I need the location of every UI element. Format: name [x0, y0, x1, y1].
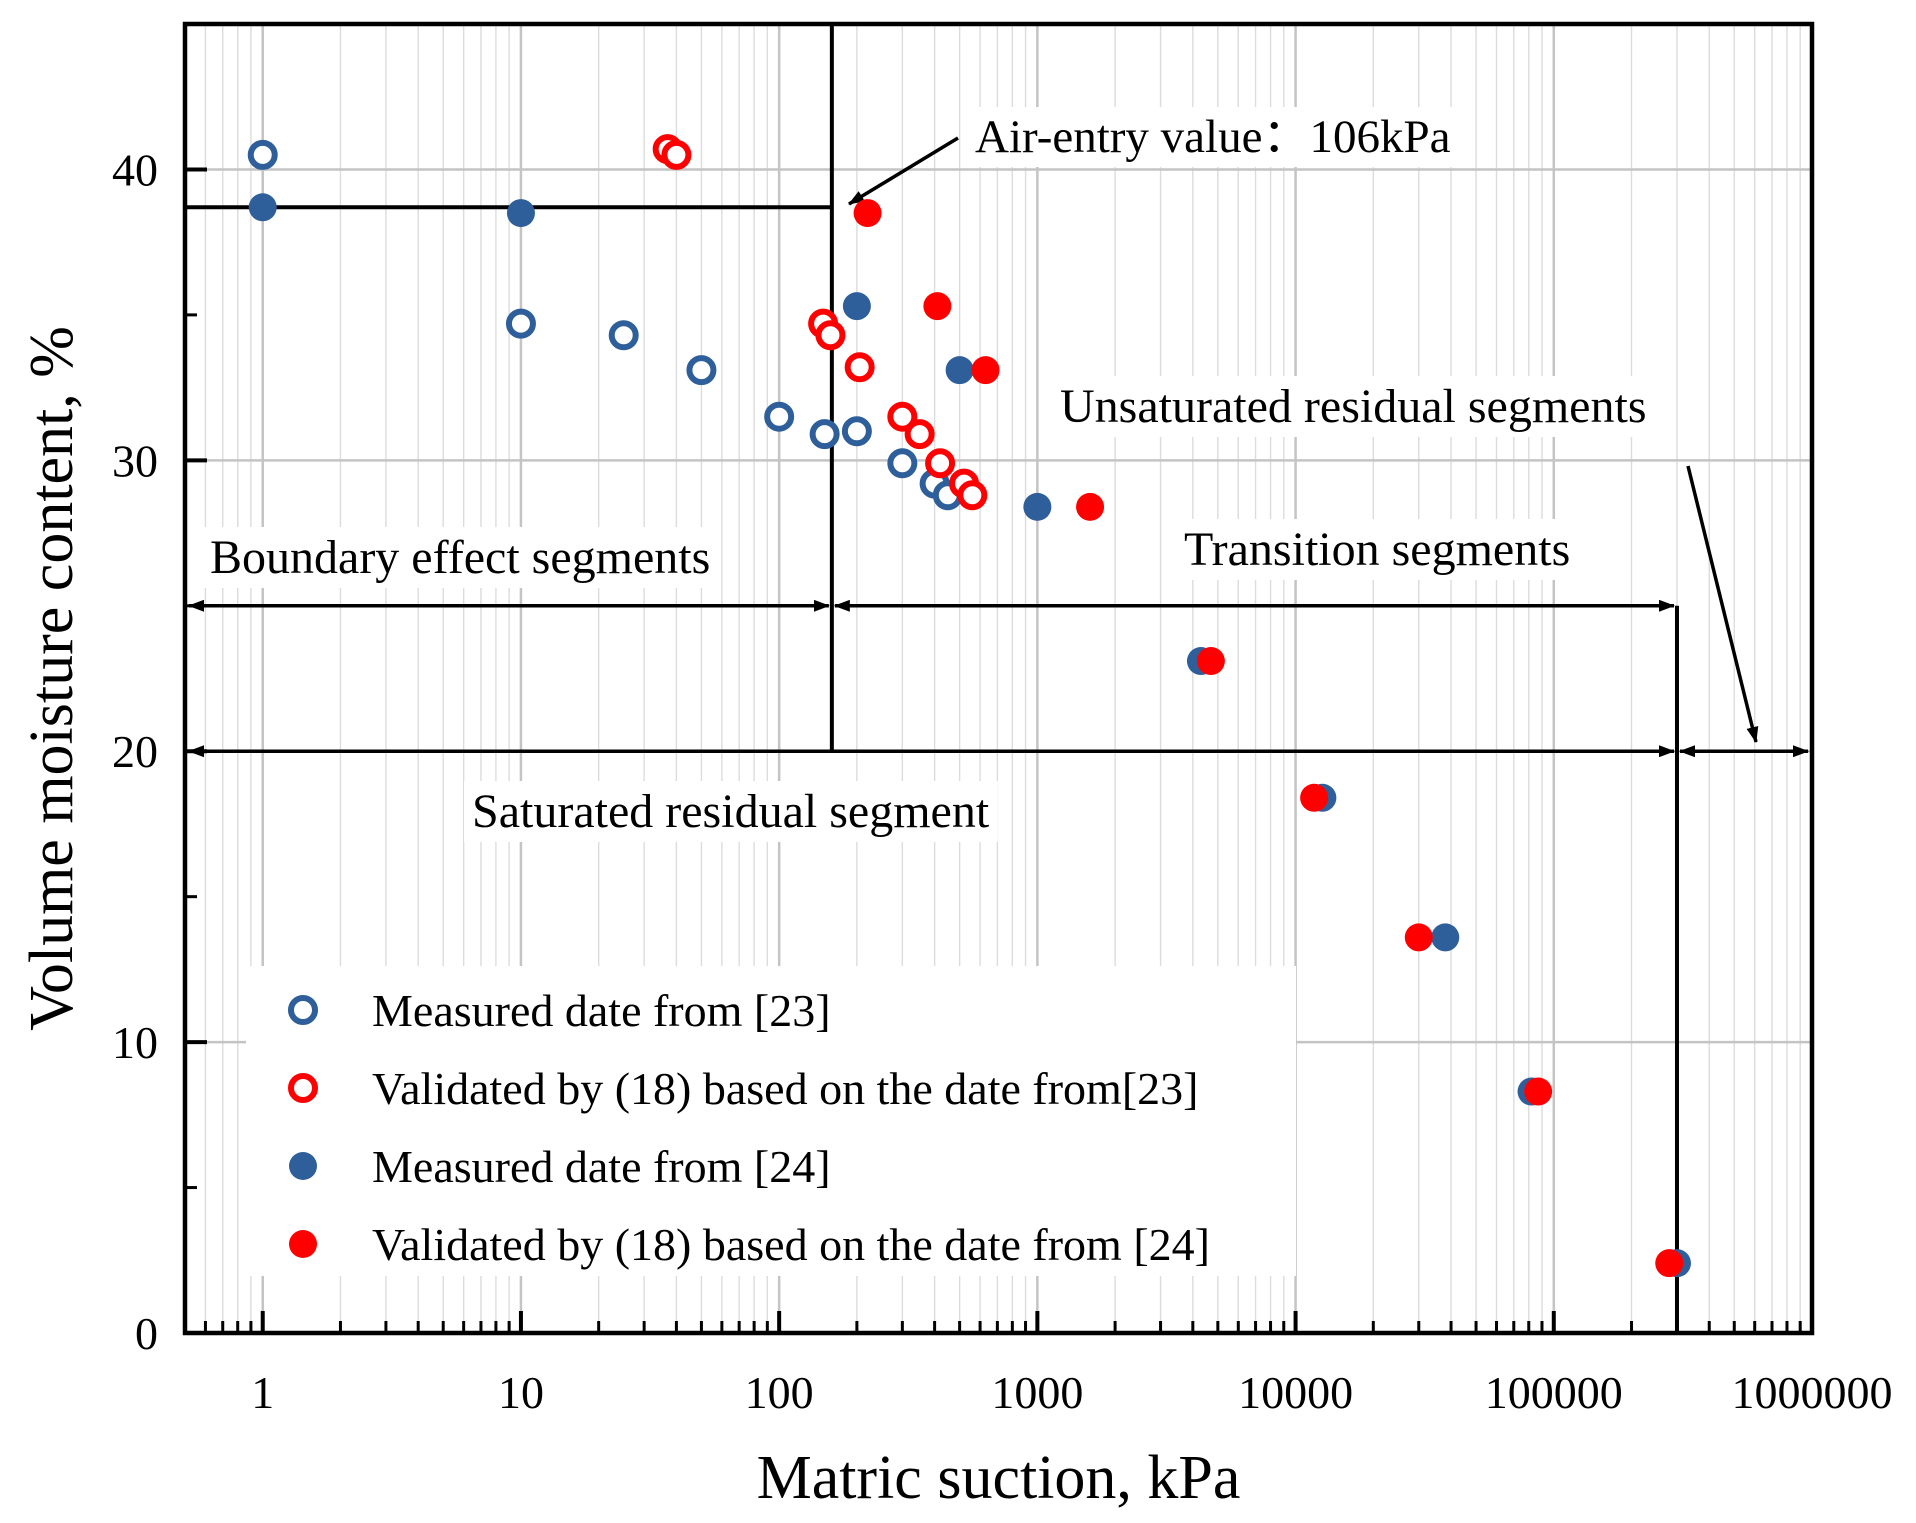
legend-label-0: Measured date from [23] [372, 985, 831, 1036]
data-point-s3-0 [853, 199, 882, 228]
boundary-effect-label: Boundary effect segments [210, 531, 710, 584]
data-point-s0-6 [841, 416, 872, 447]
x-tick-label: 1000000 [1732, 1367, 1893, 1418]
data-point-s3-3 [1076, 492, 1105, 521]
reference-lines [185, 24, 1809, 1333]
data-point-s2-1 [506, 199, 535, 228]
saturated-residual-label-background [464, 781, 998, 842]
y-tick-label: 30 [112, 435, 158, 486]
data-point-s0-4 [764, 401, 795, 432]
data-point-s1-6 [904, 419, 935, 450]
legend-box [246, 966, 1296, 1276]
x-axis-title: Matric suction, kPa [757, 1444, 1241, 1512]
y-tick-label: 20 [112, 726, 158, 777]
data-point-s2-0 [248, 193, 277, 222]
unsaturated-residual-label-background [1052, 376, 1655, 437]
data-point-s3-5 [1300, 783, 1329, 812]
legend-label-2: Measured date from [24] [372, 1141, 831, 1192]
data-point-s0-3 [686, 355, 717, 386]
data-point-s1-3 [815, 320, 846, 351]
air-entry-pointer-arrow [848, 136, 959, 206]
data-point-s0-1 [505, 308, 536, 339]
transition-label: Transition segments [1184, 523, 1570, 576]
air-entry-label-background [967, 107, 1459, 167]
unsaturated-residual-label: Unsaturated residual segments [1060, 380, 1647, 433]
legend-label-1: Validated by (18) based on the date from… [372, 1063, 1198, 1114]
x-tick-label: 100000 [1485, 1367, 1623, 1418]
transition-label-background [1176, 519, 1579, 580]
data-point-s3-1 [923, 292, 952, 321]
x-tick-label: 1 [251, 1367, 274, 1418]
y-tick-label: 40 [112, 144, 158, 195]
unsaturated-pointer-arrow [1686, 465, 1759, 743]
legend-marker-2 [289, 1152, 317, 1180]
data-point-s1-9 [957, 480, 988, 511]
legend-marker-3 [289, 1230, 317, 1258]
data-point-s3-6 [1404, 923, 1433, 952]
air-entry-label: Air-entry value：106kPa [975, 111, 1451, 163]
data-point-s0-5 [809, 419, 840, 450]
data-point-s2-2 [842, 292, 871, 321]
legend-marker-1 [288, 1073, 318, 1103]
data-point-s3-7 [1524, 1077, 1553, 1106]
data-point-s3-8 [1655, 1249, 1684, 1278]
data-point-s2-7 [1431, 923, 1460, 952]
saturated-residual-label: Saturated residual segment [472, 785, 990, 838]
axes: 1 10 100 1000 10000 100000 1000000 0 10 20 30 40 Mat… [18, 21, 1893, 1512]
data-point-s3-4 [1196, 647, 1225, 676]
data-point-s0-2 [608, 320, 639, 351]
x-tick-label: 10000 [1238, 1367, 1353, 1418]
boundary-effect-label-background [202, 527, 719, 588]
data-point-s1-4 [844, 352, 875, 383]
y-axis-title: Volume moisture content, % [18, 326, 86, 1031]
legend-marker-0 [288, 995, 318, 1025]
x-tick-label: 100 [745, 1367, 814, 1418]
x-tick-label: 10 [498, 1367, 544, 1418]
data-point-s2-3 [945, 356, 974, 385]
legend: Measured date from [23] Validated by (18)… [246, 966, 1296, 1276]
legend-label-3: Validated by (18) based on the date from… [372, 1219, 1210, 1270]
x-tick-label: 1000 [991, 1367, 1083, 1418]
annotations: Air-entry value：106kPa Boundary effect se… [202, 107, 1759, 842]
data-point-s0-7 [887, 448, 918, 479]
data-points [247, 134, 1691, 1278]
data-point-s1-7 [925, 448, 956, 479]
y-tick-label: 10 [112, 1017, 158, 1068]
data-point-s1-5 [887, 401, 918, 432]
data-point-s1-1 [661, 139, 692, 170]
data-point-s2-4 [1023, 492, 1052, 521]
y-tick-label: 0 [135, 1308, 158, 1359]
data-point-s0-0 [247, 139, 278, 170]
data-point-s3-2 [971, 356, 1000, 385]
